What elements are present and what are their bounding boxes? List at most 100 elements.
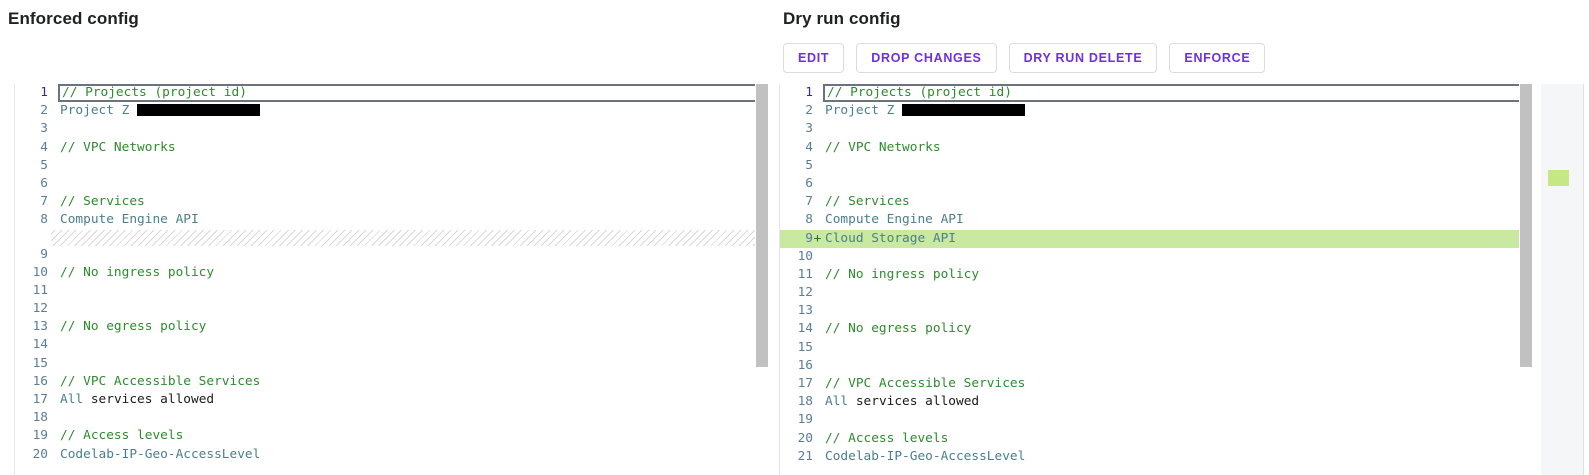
enforce-button[interactable]: ENFORCE	[1169, 43, 1266, 73]
code-token: // No ingress policy	[825, 266, 980, 282]
dry-run-action-bar: EDIT DROP CHANGES DRY RUN DELETE ENFORCE	[783, 43, 1266, 73]
dry-run-config-scrollbar[interactable]	[1519, 84, 1533, 475]
code-token: // VPC Networks	[60, 139, 176, 155]
code-token: Compute Engine API	[60, 212, 199, 228]
line-number: 1	[40, 85, 48, 100]
code-line[interactable]: 10	[780, 248, 1533, 266]
line-number: 16	[32, 373, 48, 389]
code-line[interactable]: 9	[15, 246, 768, 264]
code-line[interactable]: 15	[780, 339, 1533, 357]
code-line[interactable]: 12	[780, 284, 1533, 302]
hidden-lines-placeholder	[51, 229, 768, 246]
code-line[interactable]: 17 All services allowed	[15, 391, 768, 409]
line-number: 12	[32, 301, 48, 317]
code-line[interactable]: 1 // Projects (project id)	[780, 84, 1533, 103]
line-number: 20	[32, 446, 48, 462]
code-token: services allowed	[855, 394, 980, 410]
code-line[interactable]: 15	[15, 355, 768, 373]
code-line[interactable]: 7 // Services	[15, 193, 768, 211]
code-line[interactable]: 6	[15, 175, 768, 193]
code-line[interactable]: 13	[780, 302, 1533, 320]
line-content: // Access levels	[57, 427, 768, 445]
line-content: Project Z	[822, 102, 1533, 120]
line-number: 4	[805, 139, 813, 155]
line-content: // No egress policy	[57, 318, 768, 336]
line-number: 5	[805, 157, 813, 173]
line-number: 1	[805, 85, 813, 100]
code-line[interactable]: 18 All services allowed	[780, 393, 1533, 411]
code-line[interactable]: 8 Compute Engine API	[780, 211, 1533, 229]
drop-changes-button[interactable]: DROP CHANGES	[856, 43, 997, 73]
code-token: services allowed	[90, 392, 215, 407]
code-token: // Access levels	[825, 430, 949, 446]
line-number: 2	[40, 103, 48, 119]
code-line[interactable]: 16 // VPC Accessible Services	[15, 373, 768, 391]
code-token: // No ingress policy	[60, 264, 215, 280]
code-line[interactable]: 18	[15, 409, 768, 427]
code-line[interactable]: 11	[15, 282, 768, 300]
code-line[interactable]: 20 // Access levels	[780, 430, 1533, 448]
line-number: 6	[805, 175, 813, 191]
code-token: Project Z	[825, 103, 903, 119]
code-line[interactable]: 4 // VPC Networks	[15, 139, 768, 157]
code-line[interactable]: 14	[15, 336, 768, 354]
code-line[interactable]: 21 Codelab-IP-Geo-AccessLevel	[780, 448, 1533, 466]
code-line[interactable]: 11 // No ingress policy	[780, 266, 1533, 284]
code-line[interactable]: 13 // No egress policy	[15, 318, 768, 336]
diff-overview-added-marker[interactable]	[1548, 170, 1569, 186]
line-number: 18	[32, 410, 48, 426]
enforced-config-scrollbar[interactable]	[755, 84, 769, 475]
edit-button[interactable]: EDIT	[783, 43, 845, 73]
code-token: // Projects (project id)	[62, 85, 247, 100]
line-number: 14	[32, 337, 48, 353]
code-line[interactable]: 3	[15, 120, 768, 138]
code-line[interactable]: 9 + Cloud Storage API	[780, 229, 1533, 248]
code-token: // Access levels	[60, 428, 184, 444]
redacted-value	[137, 104, 261, 117]
line-number: 17	[32, 392, 48, 407]
enforced-config-heading: Enforced config	[8, 9, 139, 28]
code-line[interactable]: 4 // VPC Networks	[780, 139, 1533, 157]
code-line[interactable]: 14 // No egress policy	[780, 320, 1533, 338]
code-line[interactable]: 5	[780, 157, 1533, 175]
line-number: 15	[32, 355, 48, 371]
code-line[interactable]: 12	[15, 300, 768, 318]
code-line[interactable]: 8 Compute Engine API	[15, 211, 768, 229]
code-line[interactable]: 19	[780, 411, 1533, 429]
code-line[interactable]: 6	[780, 175, 1533, 193]
diff-overview-strip[interactable]	[1541, 84, 1584, 475]
code-line[interactable]: 5	[15, 157, 768, 175]
line-content: Project Z	[57, 102, 768, 120]
line-number: 8	[805, 212, 813, 228]
line-number: 19	[797, 412, 813, 428]
line-number: 14	[797, 321, 813, 337]
line-content: Compute Engine API	[822, 211, 1533, 229]
code-token: Project Z	[60, 103, 138, 119]
line-number: 20	[797, 430, 813, 446]
line-number: 2	[805, 103, 813, 119]
line-content: // Services	[822, 193, 1533, 211]
diff-added-marker: +	[813, 230, 822, 246]
line-number: 17	[797, 376, 813, 391]
code-line[interactable]: 17 // VPC Accessible Services	[780, 375, 1533, 393]
line-number: 13	[32, 319, 48, 335]
code-line[interactable]: 7 // Services	[780, 193, 1533, 211]
code-line[interactable]: 2 Project Z	[15, 102, 768, 120]
line-content: Codelab-IP-Geo-AccessLevel	[57, 446, 768, 464]
code-token: // Services	[825, 194, 910, 210]
enforced-config-scrollbar-thumb[interactable]	[756, 84, 768, 367]
code-line[interactable]: 19 // Access levels	[15, 427, 768, 445]
code-line[interactable]: 10 // No ingress policy	[15, 264, 768, 282]
dry-run-delete-button[interactable]: DRY RUN DELETE	[1008, 43, 1158, 73]
dry-run-config-scrollbar-thumb[interactable]	[1520, 84, 1532, 367]
line-number: 19	[32, 428, 48, 444]
code-token: All	[825, 394, 856, 410]
code-token: // No egress policy	[60, 319, 207, 335]
dry-run-config-heading: Dry run config	[783, 9, 901, 28]
code-line[interactable]: 1 // Projects (project id)	[15, 84, 768, 103]
code-line[interactable]: 16	[780, 357, 1533, 375]
code-line[interactable]: 2 Project Z	[780, 102, 1533, 120]
code-line[interactable]: 3	[780, 120, 1533, 138]
code-line[interactable]: 20 Codelab-IP-Geo-AccessLevel	[15, 446, 768, 464]
line-content: // Projects (project id)	[823, 84, 1533, 103]
